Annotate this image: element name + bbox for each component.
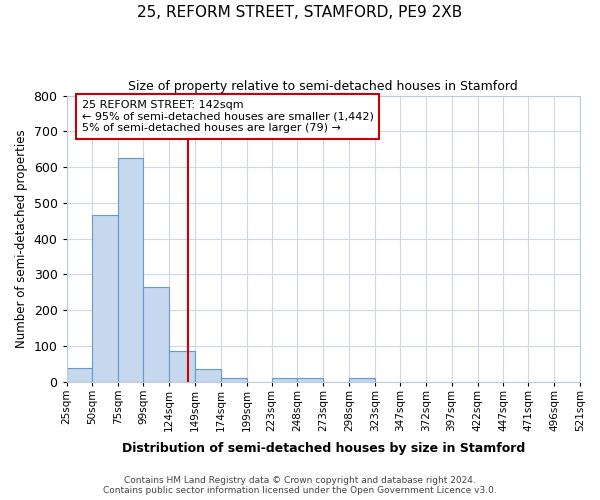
Text: 25, REFORM STREET, STAMFORD, PE9 2XB: 25, REFORM STREET, STAMFORD, PE9 2XB	[137, 5, 463, 20]
X-axis label: Distribution of semi-detached houses by size in Stamford: Distribution of semi-detached houses by …	[122, 442, 525, 455]
Bar	[67, 368, 92, 382]
Text: Contains HM Land Registry data © Crown copyright and database right 2024.
Contai: Contains HM Land Registry data © Crown c…	[103, 476, 497, 495]
Bar	[195, 370, 221, 382]
Bar	[118, 158, 143, 382]
Y-axis label: Number of semi-detached properties: Number of semi-detached properties	[15, 130, 28, 348]
Bar	[143, 287, 169, 382]
Bar	[298, 378, 323, 382]
Bar	[272, 378, 298, 382]
Title: Size of property relative to semi-detached houses in Stamford: Size of property relative to semi-detach…	[128, 80, 518, 93]
Text: 25 REFORM STREET: 142sqm
← 95% of semi-detached houses are smaller (1,442)
5% of: 25 REFORM STREET: 142sqm ← 95% of semi-d…	[82, 100, 374, 133]
Bar	[92, 216, 118, 382]
Bar	[349, 378, 375, 382]
Bar	[169, 352, 195, 382]
Bar	[221, 378, 247, 382]
